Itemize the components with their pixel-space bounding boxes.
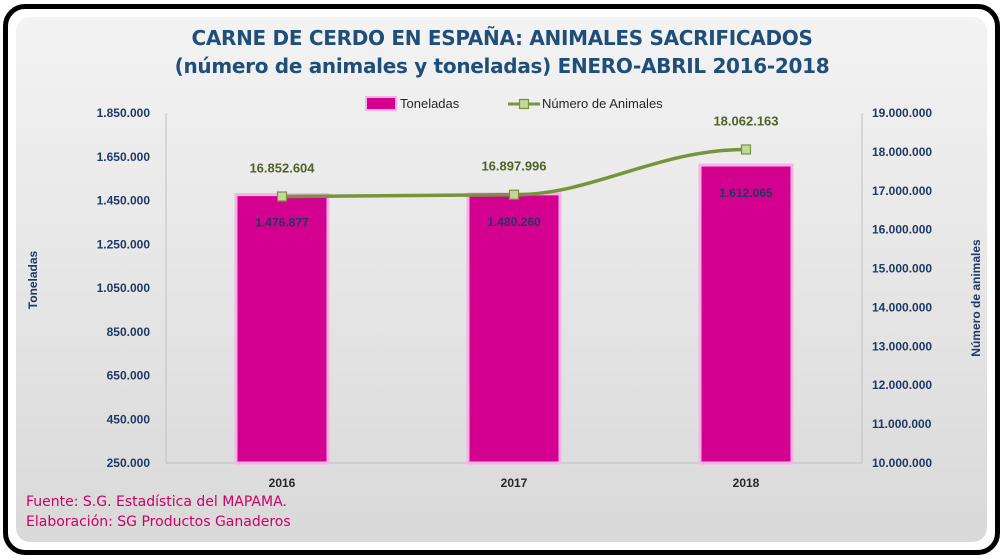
line-point-marker [508,189,520,200]
y-tick-label: 1.450.000 [97,194,151,208]
y-tick-label: 1.250.000 [97,237,151,251]
y2-tick-label: 17.000.000 [872,184,932,198]
y2-tick-label: 12.000.000 [872,378,932,392]
bar-value-label: 1.612.065 [719,186,773,200]
y-axis-title: Toneladas [26,250,40,309]
x-tick-label: 2016 [269,476,296,490]
y-tick-label: 650.000 [107,369,151,383]
y-tick-label: 1.050.000 [97,281,151,295]
chart-title: CARNE DE CERDO EN ESPAÑA: ANIMALES SACRI… [191,26,813,50]
x-tick-label: 2017 [501,476,528,490]
y2-tick-label: 19.000.000 [872,106,932,120]
y-tick-label: 250.000 [107,456,151,470]
elaboration-note: Elaboración: SG Productos Ganaderos [26,514,291,530]
bar-2017 [466,192,562,465]
bar-2016 [234,193,330,465]
y2-tick-label: 13.000.000 [872,339,932,353]
y2-tick-label: 15.000.000 [872,262,932,276]
legend-label-toneladas: Toneladas [400,96,460,111]
y2-tick-label: 11.000.000 [872,417,932,431]
chart-subtitle: (número de animales y toneladas) ENERO-A… [174,54,830,78]
line-value-label: 16.897.996 [481,159,546,174]
bar-2018 [698,163,794,465]
line-value-label: 16.852.604 [249,161,315,176]
y2-tick-label: 16.000.000 [872,223,932,237]
series-line-numero-de-animales [281,147,747,199]
x-tick-label: 2018 [733,476,760,490]
y-tick-label: 1.850.000 [97,106,151,120]
y-tick-label: 450.000 [107,412,151,426]
line-point-marker [740,144,752,155]
bar-value-label: 1.476.877 [255,216,309,230]
y2-tick-label: 18.000.000 [872,145,932,159]
line-value-label: 18.062.163 [713,113,778,128]
line-point-marker [276,191,288,202]
y2-tick-label: 10.000.000 [872,456,932,470]
source-note: Fuente: S.G. Estadística del MAPAMA. [26,494,287,510]
y2-axis-title: Número de animales [969,239,983,357]
y-tick-label: 1.650.000 [97,150,151,164]
y2-tick-label: 14.000.000 [872,300,932,314]
legend-label-numero-de-animales: Número de Animales [542,96,663,111]
legend-swatch-marker [518,98,530,110]
bar-value-label: 1.480.260 [487,215,541,229]
y-tick-label: 850.000 [107,325,151,339]
legend-swatch-toneladas [365,96,397,111]
